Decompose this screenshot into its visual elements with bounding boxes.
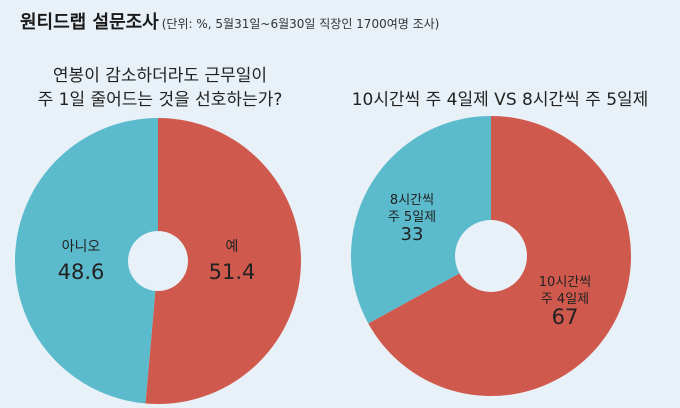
donut-chart-2: [351, 116, 632, 396]
chart-1-title: 연봉이 감소하더라도 근무일이 주 1일 줄어드는 것을 선호하는가?: [10, 64, 310, 112]
chart-2-slice-1-value: 67: [552, 305, 579, 329]
donut-chart-1: [14, 118, 301, 404]
chart-2-slice-2-label-line-2: 주 5일제: [388, 210, 436, 225]
header: 원티드랩 설문조사 (단위: %, 5월31일~6월30일 직장인 1700여명…: [20, 8, 439, 34]
chart-1-slice-1: [145, 118, 301, 404]
chart-2-hole: [455, 220, 527, 292]
chart-2-title: 10시간씩 주 4일제 VS 8시간씩 주 5일제: [330, 88, 670, 112]
chart-2-slice-2: [351, 116, 491, 324]
chart-1-slice-1-label-line-1: 예: [226, 239, 239, 255]
chart-1-title-line-1: 연봉이 감소하더라도 근무일이: [52, 66, 268, 86]
chart-1-hole: [128, 231, 188, 291]
chart-1-slice-2-label-line-1: 아니오: [62, 239, 101, 255]
chart-2-slice-2-label-line-1: 8시간씩: [390, 193, 434, 208]
chart-1-slice-2: [14, 118, 158, 404]
chart-2-slice-1-label-line-2: 주 4일제: [541, 292, 589, 307]
chart-1-title-line-2: 주 1일 줄어드는 것을 선호하는가?: [37, 90, 283, 110]
page-subtitle: (단위: %, 5월31일~6월30일 직장인 1700여명 조사): [161, 17, 440, 31]
chart-2-slice-1-label-line-1: 10시간씩: [539, 275, 591, 290]
page-title: 원티드랩 설문조사: [20, 12, 159, 33]
chart-2-title-line-1: 10시간씩 주 4일제 VS 8시간씩 주 5일제: [351, 90, 649, 110]
chart-1-slice-2-value: 48.6: [58, 260, 105, 284]
chart-2-slice-2-value: 33: [401, 224, 424, 245]
chart-1-slice-1-value: 51.4: [209, 260, 256, 284]
